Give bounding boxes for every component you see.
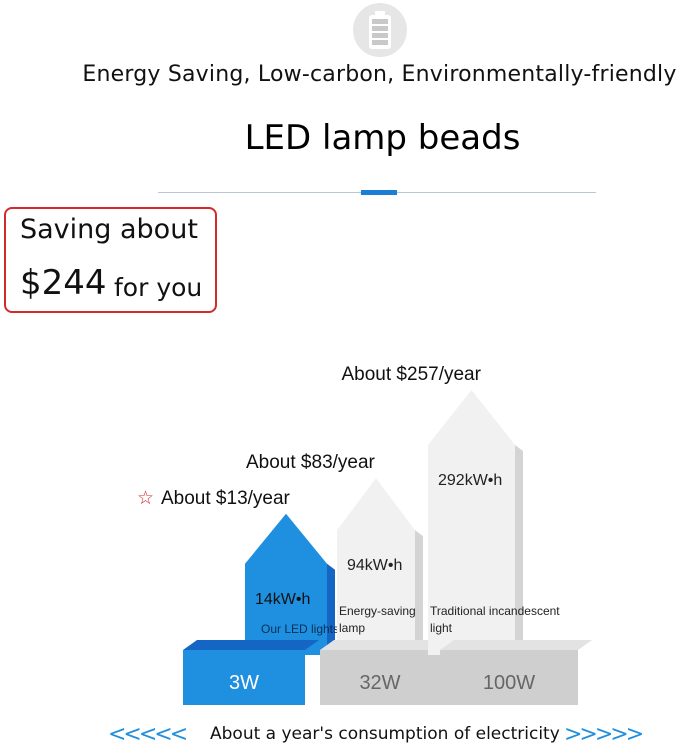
footer-caption: About a year's consumption of electricit…: [210, 724, 560, 744]
left-chevrons: <<<<<: [108, 722, 188, 747]
base-top-2: [440, 640, 592, 650]
wattage-label-2: 100W: [483, 672, 535, 694]
arrow-side-0: [327, 563, 335, 655]
base-top-1: [320, 640, 454, 650]
savings-label: Saving about: [20, 214, 198, 245]
base-top-0: [183, 640, 319, 650]
cost-label-2: About $257/year: [342, 364, 482, 385]
savings-amount: $244: [20, 263, 107, 303]
energy-label-1: 94kW•h: [347, 557, 402, 574]
headline: LED lamp beads: [244, 118, 521, 158]
wattage-label-1: 32W: [359, 672, 400, 694]
arrow-side-2: [515, 445, 523, 655]
category-label-0: Our LED lights: [261, 622, 339, 636]
energy-label-0: 14kW•h: [255, 591, 310, 608]
wattage-label-0: 3W: [229, 672, 259, 694]
battery-icon: [369, 11, 391, 49]
battery-badge: [353, 3, 407, 57]
category-label-line2-2: light: [430, 621, 453, 635]
savings-suffix: for you: [114, 273, 203, 302]
arrow-bar-2: [428, 390, 515, 655]
arrow-bar-0: [245, 513, 327, 655]
category-label-line2-1: lamp: [339, 621, 365, 635]
cost-label-0: About $13/year: [161, 488, 291, 509]
base-1: [320, 650, 440, 705]
category-label-2: Traditional incandescent: [430, 604, 560, 618]
arrow-side-1: [415, 530, 423, 655]
energy-label-2: 292kW•h: [438, 472, 502, 489]
right-chevrons: >>>>>: [564, 722, 644, 747]
category-label-1: Energy-saving: [339, 604, 416, 618]
cost-label-1: About $83/year: [246, 452, 376, 473]
base-2: [440, 650, 578, 705]
divider-accent: [361, 190, 397, 195]
star-icon: ☆: [137, 488, 154, 509]
savings-callout: [4, 207, 217, 313]
tagline: Energy Saving, Low-carbon, Environmental…: [82, 62, 677, 87]
arrow-bar-1: [337, 478, 415, 655]
base-0: [183, 650, 305, 705]
